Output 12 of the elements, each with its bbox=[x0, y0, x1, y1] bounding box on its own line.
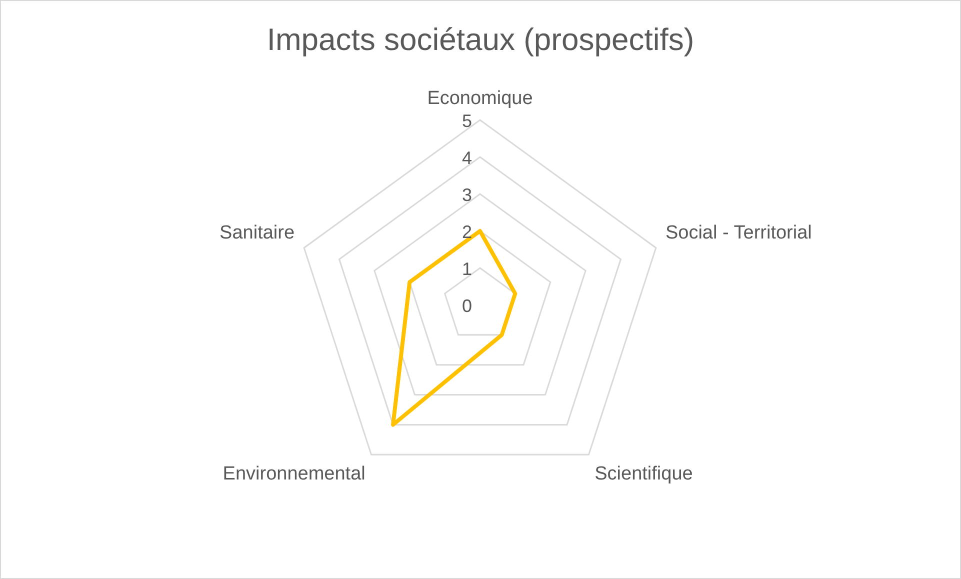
y-tick-label: 5 bbox=[462, 110, 472, 131]
spoke-label: Sanitaire bbox=[220, 222, 295, 244]
chart-title: Impacts sociétaux (prospectifs) bbox=[266, 22, 694, 58]
y-tick-label: 2 bbox=[462, 222, 472, 242]
spoke-label: Environnemental bbox=[222, 463, 366, 484]
y-tick-label: 0 bbox=[462, 296, 472, 316]
spoke-label: Social - Territorial bbox=[665, 222, 812, 244]
y-tick-label: 1 bbox=[462, 258, 472, 279]
spoke-label: Scientifique bbox=[594, 463, 693, 484]
spoke-label: Economique bbox=[427, 88, 533, 109]
y-tick-label: 4 bbox=[462, 148, 472, 168]
y-tick-label: 3 bbox=[462, 184, 472, 205]
